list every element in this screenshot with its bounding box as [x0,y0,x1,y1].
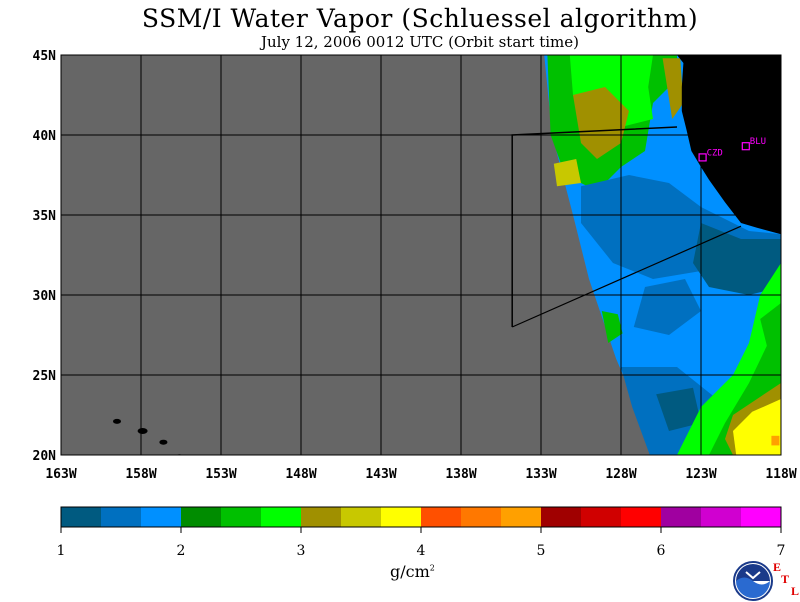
x-tick-label: 148W [285,467,316,482]
y-tick-label: 35N [33,209,57,224]
x-tick-label: 133W [525,467,556,482]
y-tick-label: 30N [33,289,57,304]
colorbar-swatch [461,507,502,527]
y-tick-label: 40N [33,129,57,144]
station-label: CZD [707,148,723,158]
colorbar-swatch [61,507,102,527]
colorbar-swatch [221,507,262,527]
land-mass [677,55,781,235]
region-outline [511,126,678,327]
colorbar-swatch [381,507,422,527]
colorbar-swatch [661,507,702,527]
colorbar-swatch [501,507,542,527]
x-tick-label: 118W [765,467,796,482]
x-tick-label: 158W [125,467,156,482]
etl-logo-t: T [781,572,790,586]
swath-darkblue-central [693,223,781,295]
x-tick-label: 128W [605,467,636,482]
swath-yellow-south [733,399,781,455]
colorbar-swatch [701,507,742,527]
y-tick-label: 20N [33,449,57,464]
swath-darkblue-south [656,387,701,431]
y-tick-label: 45N [33,49,57,64]
x-tick-label: 123W [685,467,716,482]
etl-logo-l: L [791,584,800,598]
colorbar-swatch [541,507,582,527]
map-frame [60,54,782,456]
x-tick-label: 163W [45,467,76,482]
y-tick-label: 25N [33,369,57,384]
noaa-logo [733,561,773,601]
colorbar-tick-label: 4 [417,543,426,559]
station-marker [741,142,750,151]
swath-green-islet [601,311,623,343]
hawaii-island [113,418,121,424]
colorbar-tick-label: 1 [57,543,66,559]
etl-logo-e: E [773,560,782,574]
colorbar-tick-label: 5 [537,543,546,559]
colorbar-tick-label: 7 [777,543,786,559]
colorbar-swatch [341,507,382,527]
colorbar-swatch [101,507,142,527]
swath-yellow-north [553,159,581,187]
swath-olive-coast [662,58,684,119]
colorbar-tick-label: 6 [657,543,666,559]
colorbar-tick-label: 2 [177,543,186,559]
colorbar-tick-label: 3 [297,543,306,559]
station-label: BLU [750,137,766,147]
x-tick-label: 153W [205,467,236,482]
colorbar-swatch [181,507,222,527]
colorbar-swatch [141,507,182,527]
colorbar-swatch [621,507,662,527]
colorbar-units-label: g/cm2 [390,562,435,581]
colorbar-swatch [301,507,342,527]
colorbar-swatch [581,507,622,527]
region-outline-diagonal [511,225,742,328]
colorbar-swatch [261,507,302,527]
swath-blue-mid [633,279,701,335]
colorbar-swatch [421,507,462,527]
swath-olive-north [573,87,629,159]
swath-green-edge [760,303,781,351]
colorbar-swatch [741,507,782,527]
hawaii-island [137,428,148,434]
x-tick-label: 138W [445,467,476,482]
chart-title: SSM/I Water Vapor (Schluessel algorithm) [141,4,699,33]
chart-subtitle: July 12, 2006 0012 UTC (Orbit start time… [260,33,580,51]
swath-orange-spot [771,435,780,446]
x-tick-label: 143W [365,467,396,482]
hawaii-island [159,439,168,445]
station-marker [698,153,707,162]
